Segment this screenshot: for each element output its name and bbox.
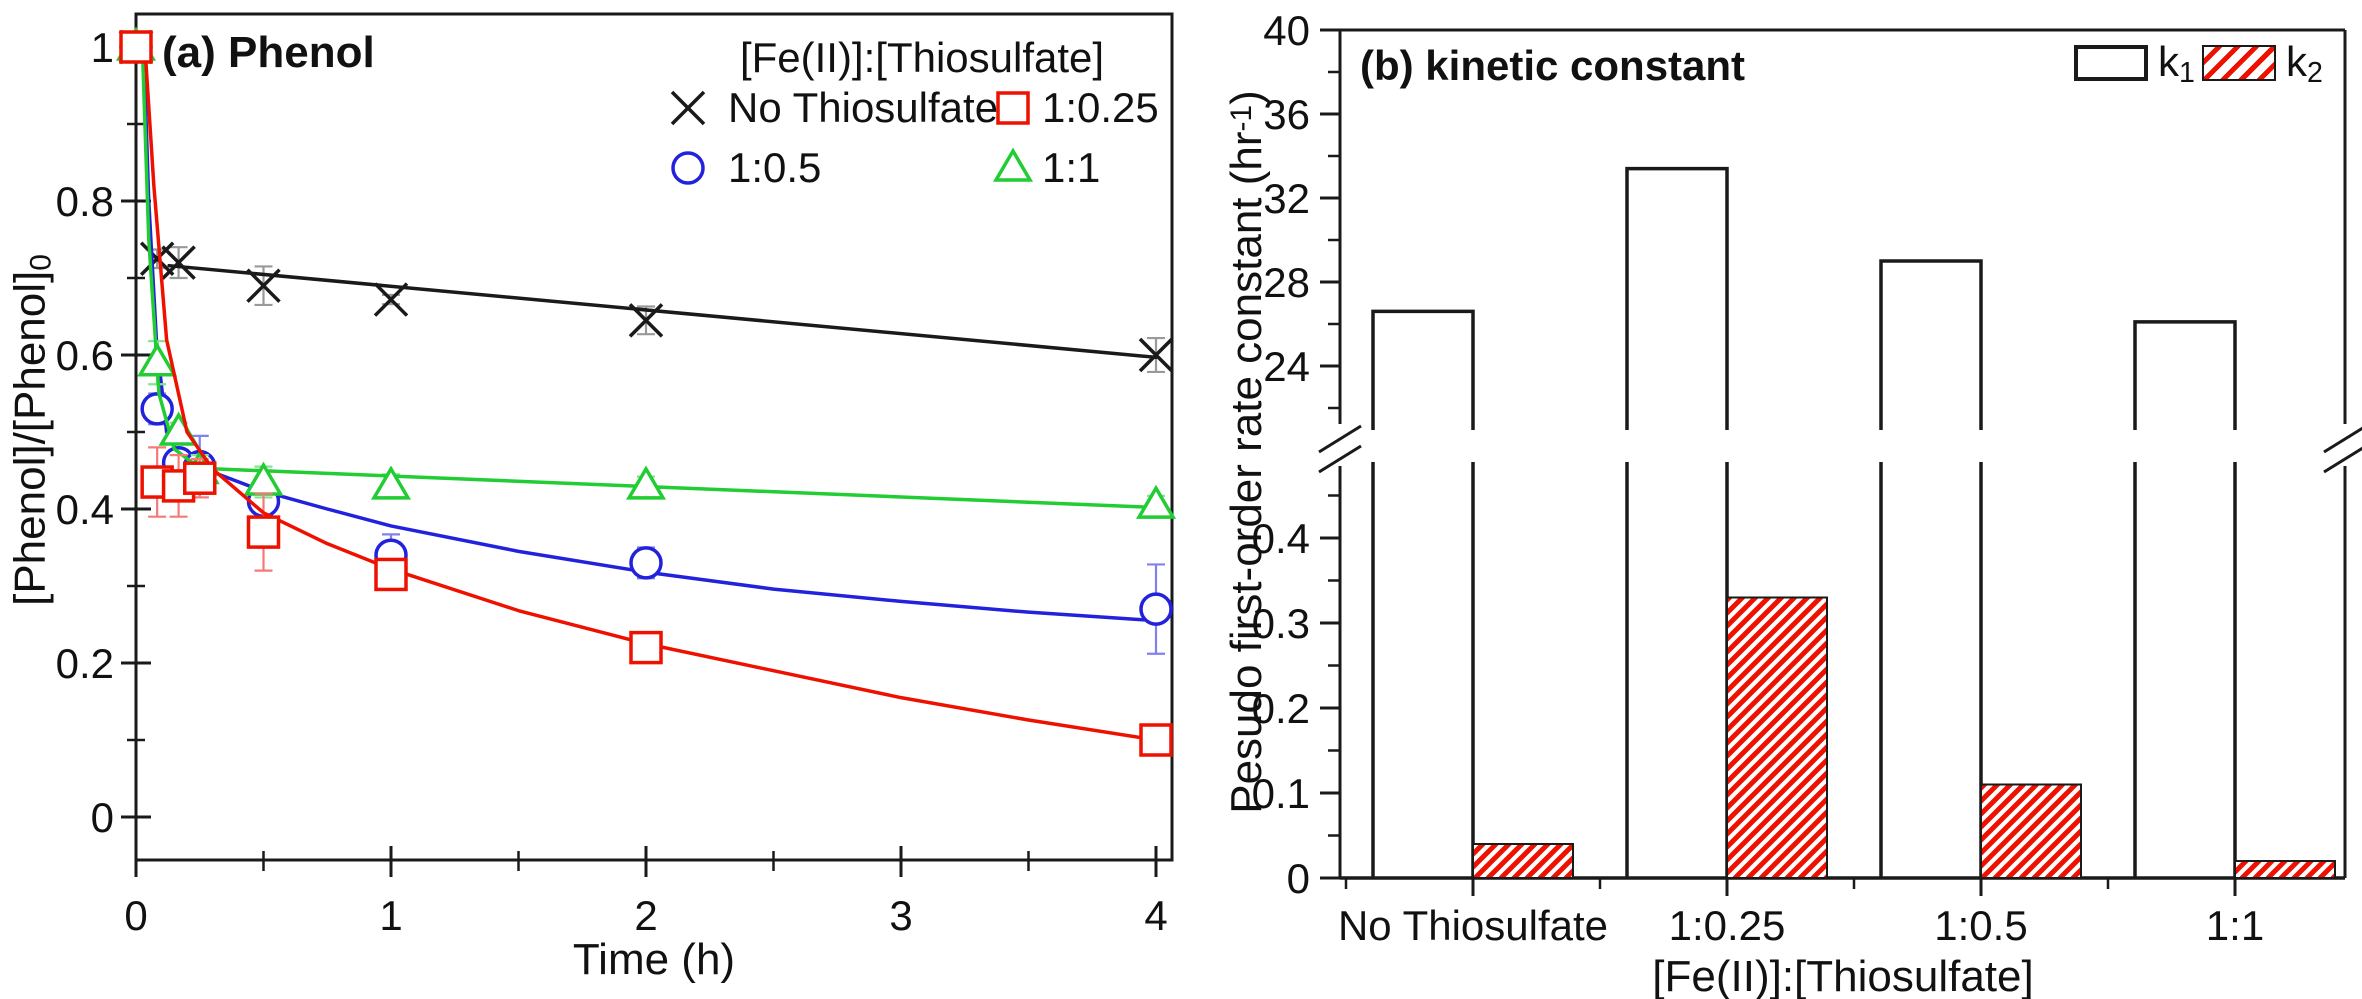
panel-a-title: (a) Phenol (162, 28, 375, 77)
panel-a-y-tick-label: 1 (91, 24, 114, 71)
panel-b-y-tick-label: 36 (1263, 91, 1310, 138)
axis-break-mark (2323, 446, 2362, 474)
panel-b-y-tick-label: 24 (1263, 343, 1310, 390)
x-marker (161, 245, 196, 280)
panel-b-plot: 24 28 32 36 40 0 0.1 0.2 0.3 0.4 No Thiosulfate 1:0… (1252, 7, 2362, 949)
triangle-marker (1135, 484, 1177, 519)
panel-b-y-tick-label: 0.2 (1252, 685, 1310, 732)
panel-b-x-axis-title: [Fe(II)]:[Thiosulfate] (1652, 952, 2034, 999)
series-triangle (115, 26, 1177, 519)
panel-a-y-tick-label: 0.8 (56, 178, 114, 225)
square-marker (119, 30, 153, 64)
panel-a-y-axis-title-text: [Phenol]/[Phenol] (5, 270, 55, 606)
panel-b-y-tick-label: 40 (1263, 7, 1310, 54)
panel-b-y-axis-title: Pesudo first-order rate constant (hr-1) (1222, 90, 1272, 814)
panel-a-x-tick-label: 0 (124, 892, 147, 939)
k1-bar (1371, 309, 1475, 878)
triangle-marker (370, 465, 412, 500)
panel-a-y-tick-label: 0.4 (56, 486, 114, 533)
panel-b-y-tick-label: 32 (1263, 175, 1310, 222)
square-marker (246, 515, 281, 549)
panel-a-y-tick-label: 0.6 (56, 332, 114, 379)
k1-letter: k (2158, 38, 2179, 86)
axis-break-mark (1318, 424, 1362, 454)
panel-a-y-axis-title-sub: 0 (24, 254, 58, 271)
panel-a-y-tick-label: 0.2 (56, 640, 114, 687)
panel-b-y-axis-title-close: ) (1222, 90, 1271, 105)
panel-a-x-tick-label: 3 (889, 892, 912, 939)
axis-break-mark (2323, 426, 2362, 454)
panel-b-y-tick-label: 0.1 (1252, 770, 1310, 817)
x-marker (628, 303, 664, 338)
panel-b-category-label: 1:0.25 (1669, 902, 1786, 949)
fit-line (140, 45, 1158, 510)
k2-bar (1726, 596, 1828, 879)
series-square (119, 30, 1173, 757)
panel-b-category-label: 1:0.5 (1934, 902, 2027, 949)
circle-marker (629, 546, 663, 580)
k2-bar (1980, 783, 2082, 879)
panel-a-plot: 0 0.2 0.4 0.6 0.8 1 0 1 2 3 4 (56, 12, 1177, 939)
panel-b-y-tick-label: 0.3 (1252, 600, 1310, 647)
x-marker (246, 268, 281, 303)
legend-swatch-k1 (2074, 45, 2148, 81)
triangle-marker (992, 147, 1034, 182)
k1-bar (1879, 259, 1983, 878)
x-marker (139, 241, 175, 276)
panel-b-y-tick-label: 0 (1287, 855, 1310, 902)
panel-b-y-axis-title-text: Pesudo first-order rate constant (hr (1222, 131, 1271, 814)
panel-b-category-label: 1:1 (2206, 902, 2264, 949)
fit-line (167, 263, 1158, 360)
circle-marker (1139, 592, 1173, 626)
panel-a-x-tick-label: 1 (379, 892, 402, 939)
triangle-marker (625, 465, 667, 500)
square-marker (374, 557, 408, 592)
panel-b-y-tick-label: 28 (1263, 259, 1310, 306)
k2-bar (2234, 860, 2336, 879)
series-x-cross (118, 29, 1174, 374)
triangle-marker (137, 342, 178, 377)
panel-b-y-axis-title-sup: -1 (1224, 104, 1258, 132)
panel-a-legend-title: [Fe(II)]:[Thiosulfate] (739, 34, 1105, 81)
legend-label-1-05: 1:0.5 (728, 144, 822, 191)
panel-a-y-tick-label: 0 (91, 794, 114, 841)
x-marker (373, 282, 409, 317)
panel-a-x-tick-label: 4 (1144, 892, 1167, 939)
legend-label-k2: k2 (2286, 38, 2323, 90)
panel-a-y-axis-title: [Phenol]/[Phenol]0 (5, 254, 58, 606)
k2-letter: k (2286, 38, 2307, 86)
square-marker (996, 91, 1030, 125)
legend-label-k1: k1 (2158, 38, 2195, 90)
x-marker (670, 90, 706, 126)
square-marker (629, 630, 663, 665)
fit-line (143, 45, 1158, 742)
panel-b-category-label: No Thiosulfate (1338, 902, 1608, 949)
k1-sub: 1 (2179, 56, 2195, 89)
panel-a-x-tick-label: 2 (634, 892, 657, 939)
k2-sub: 2 (2307, 56, 2323, 89)
x-marker (1138, 337, 1174, 373)
legend-label-no-thiosulfate: No Thiosulfate (728, 84, 999, 131)
panel-b-title: (b) kinetic constant (1360, 42, 1746, 89)
legend-label-1-025: 1:0.25 (1042, 84, 1159, 131)
square-marker (183, 461, 217, 495)
axis-break-mark (1318, 444, 1362, 474)
k1-bar (2133, 320, 2237, 878)
circle-marker (671, 151, 705, 185)
panel-a-x-axis-title: Time (h) (572, 935, 736, 984)
square-marker (1139, 723, 1173, 757)
panel-a-frame (134, 12, 1174, 862)
k1-bar (1625, 166, 1729, 878)
k2-bar (1472, 843, 1574, 879)
legend-label-1-1: 1:1 (1042, 144, 1101, 191)
panel-b-y-tick-label: 0.4 (1252, 515, 1310, 562)
legend-swatch-k2 (2202, 45, 2276, 81)
